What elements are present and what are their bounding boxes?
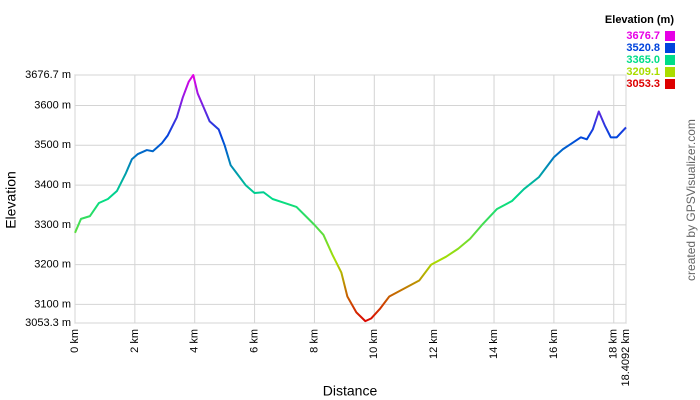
- x-tick-label: 8 km: [308, 329, 320, 353]
- legend-swatch: [665, 43, 675, 53]
- x-tick-label: 6 km: [248, 329, 260, 353]
- y-axis-title: Elevation: [3, 171, 19, 229]
- y-tick-label: 3200 m: [34, 259, 71, 271]
- y-tick-label: 3676.7 m: [25, 69, 71, 81]
- y-tick-label: 3300 m: [34, 219, 71, 231]
- legend-label: 3209.1: [626, 66, 660, 78]
- y-tick-label: 3053.3 m: [25, 317, 71, 329]
- legend-label: 3365.0: [626, 54, 660, 66]
- elevation-line: [74, 74, 627, 323]
- y-tick-label: 3500 m: [34, 139, 71, 151]
- legend-swatch: [665, 55, 675, 65]
- x-tick-label: 4 km: [189, 329, 201, 353]
- x-tick-label: 2 km: [129, 329, 141, 353]
- x-tick-label: 18 km: [608, 329, 620, 359]
- legend-label: 3520.8: [626, 42, 660, 54]
- credit: created by GPSVisualizer.com: [684, 119, 698, 281]
- x-tick-label: 12 km: [428, 329, 440, 359]
- y-tick-label: 3100 m: [34, 298, 71, 310]
- y-tick-label: 3600 m: [34, 99, 71, 111]
- x-tick-label: 18.4092 km: [620, 329, 632, 386]
- x-tick-label: 10 km: [368, 329, 380, 359]
- legend-swatch: [665, 79, 675, 89]
- legend-label: 3676.7: [626, 30, 660, 42]
- x-tick-label: 14 km: [488, 329, 500, 359]
- y-tick-label: 3400 m: [34, 179, 71, 191]
- plot-frame: [74, 74, 627, 324]
- legend-swatch: [665, 67, 675, 77]
- legend-swatch: [665, 31, 675, 41]
- x-axis-title: Distance: [323, 383, 378, 399]
- x-tick-label: 16 km: [548, 329, 560, 359]
- x-tick-label: 0 km: [69, 329, 81, 353]
- legend-title: Elevation (m): [605, 14, 674, 26]
- legend-label: 3053.3: [626, 78, 660, 90]
